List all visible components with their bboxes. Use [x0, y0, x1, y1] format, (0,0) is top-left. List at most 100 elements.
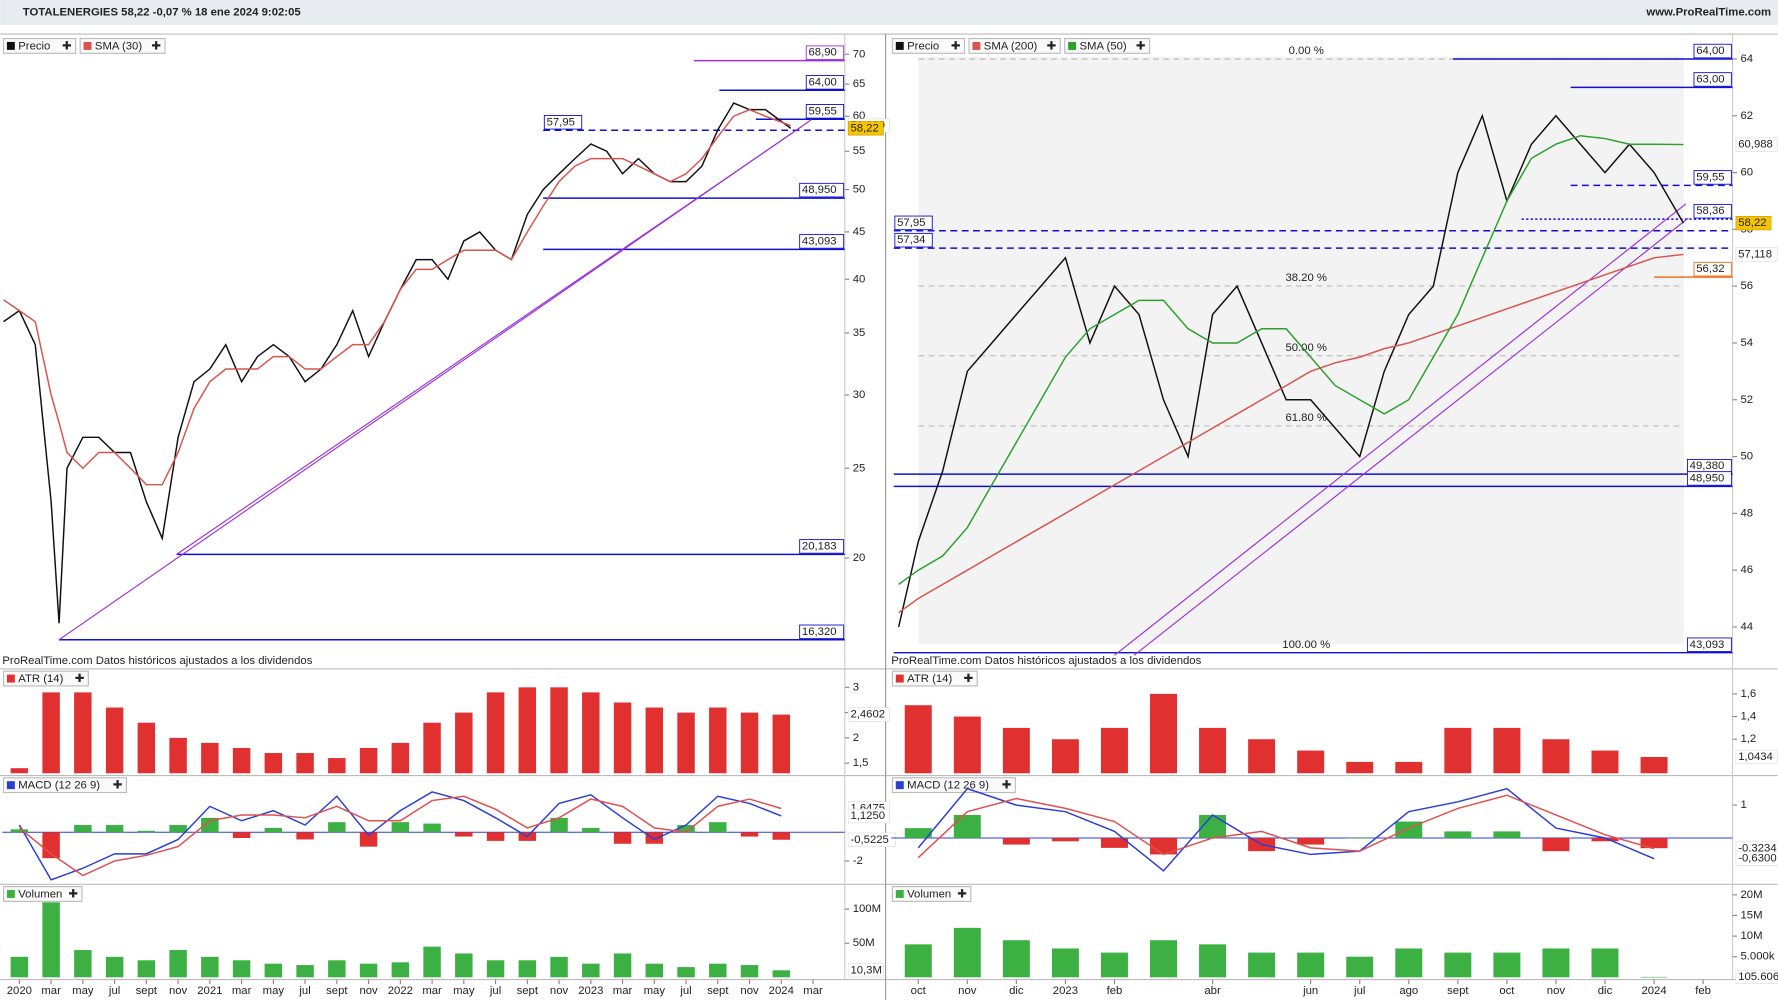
current-value-box — [847, 707, 890, 722]
legend-icon: ✚ — [964, 673, 974, 685]
y-tick-label: 65 — [853, 78, 866, 90]
legend-item[interactable] — [2, 886, 83, 902]
bar — [296, 832, 314, 840]
bar — [455, 832, 473, 837]
legend-item[interactable] — [2, 777, 127, 794]
y-tick-label: 35 — [853, 327, 866, 339]
level-label-box — [543, 115, 583, 130]
bar — [137, 722, 156, 774]
bar — [613, 953, 632, 978]
bar — [677, 712, 695, 774]
level-label-box — [805, 45, 845, 60]
legend-item[interactable] — [1064, 37, 1151, 54]
bar — [1444, 727, 1472, 774]
legend-swatch — [972, 41, 981, 50]
legend-swatch — [6, 890, 15, 898]
legend-swatch — [895, 674, 904, 683]
y-tick-label: 62 — [1740, 110, 1753, 122]
legend-item[interactable] — [79, 37, 166, 54]
site-link[interactable]: www.ProRealTime.com — [1645, 6, 1771, 18]
x-tick-label: 2020 — [7, 985, 32, 997]
x-tick-label: 2023 — [578, 985, 603, 997]
level-label-box — [799, 624, 845, 640]
level-label-box — [1693, 43, 1732, 59]
bar — [582, 692, 600, 774]
x-tick-label: oct — [1499, 985, 1515, 997]
level-label: 20,183 — [802, 540, 837, 552]
bar — [169, 950, 187, 978]
level-label-box — [1686, 637, 1732, 653]
legend-item[interactable] — [2, 37, 77, 54]
legend-swatch — [895, 890, 904, 898]
bar — [1346, 761, 1374, 774]
legend-item[interactable] — [891, 886, 972, 902]
y-tick-label: 50 — [1740, 451, 1753, 463]
bar — [1297, 837, 1325, 845]
legend-item[interactable] — [891, 670, 978, 687]
y-tick-label: 50 — [853, 184, 866, 196]
current-value: -0,5225 — [850, 834, 888, 846]
bar — [550, 687, 568, 774]
legend-item[interactable] — [2, 670, 89, 687]
bar — [1199, 727, 1227, 774]
legend-item[interactable] — [891, 37, 966, 54]
legend-label: SMA (50) — [1079, 40, 1126, 52]
current-value-box — [1735, 969, 1778, 985]
x-tick-label: jul — [108, 985, 120, 997]
x-tick-label: mar — [422, 985, 442, 997]
bar — [232, 960, 251, 978]
bar — [169, 825, 187, 833]
bar — [1150, 693, 1178, 774]
bar — [137, 960, 156, 978]
level-label: 68,90 — [809, 47, 837, 59]
y-tick-label: 1,6 — [1740, 688, 1756, 700]
bar — [582, 963, 600, 978]
y-tick-label: 52 — [1740, 394, 1753, 406]
x-tick-label: may — [263, 985, 285, 997]
bar — [518, 687, 537, 774]
bar — [1591, 750, 1619, 774]
y-tick-label: 1,4 — [1740, 711, 1756, 723]
footnote: ProRealTime.com Datos históricos ajustad… — [2, 655, 312, 667]
level-label-box — [894, 215, 933, 231]
level-label: 63,00 — [1696, 73, 1724, 85]
y-tick-label: 55 — [853, 145, 866, 157]
fib-label: 38.20 % — [1285, 272, 1327, 284]
bar — [740, 832, 759, 837]
x-tick-label: sept — [1447, 985, 1469, 997]
y-tick-label: 46 — [1740, 564, 1753, 576]
bar — [953, 716, 981, 774]
bar — [42, 692, 60, 774]
bar — [582, 827, 600, 833]
bar — [486, 692, 505, 774]
current-value-box — [1735, 749, 1778, 765]
x-tick-label: sept — [707, 985, 729, 997]
level-label-box — [894, 232, 933, 248]
bar — [1640, 976, 1668, 978]
bar — [1346, 956, 1374, 978]
bar — [391, 742, 410, 774]
series-line — [18, 791, 782, 881]
level-label: 64,00 — [809, 76, 837, 88]
bar — [1444, 831, 1472, 838]
y-tick-label: -2 — [853, 855, 863, 867]
bar — [645, 832, 664, 844]
bar — [772, 714, 791, 774]
bar — [486, 960, 505, 978]
y-tick-label: 50M — [853, 937, 875, 949]
legend-item[interactable] — [891, 777, 1016, 794]
y-tick-label: 70 — [853, 48, 866, 60]
fib-label: 0.00 % — [1289, 45, 1324, 57]
bar — [1542, 739, 1570, 774]
current-value: 1,1250 — [850, 810, 885, 822]
bar — [904, 705, 932, 774]
bar — [201, 956, 219, 978]
y-tick-label: 5.000k — [1740, 951, 1774, 963]
legend-item[interactable] — [968, 37, 1061, 54]
bar — [1100, 837, 1128, 848]
bar — [455, 712, 473, 774]
legend-swatch — [6, 41, 15, 50]
y-tick-label: 20 — [853, 552, 866, 564]
bar — [359, 832, 378, 847]
